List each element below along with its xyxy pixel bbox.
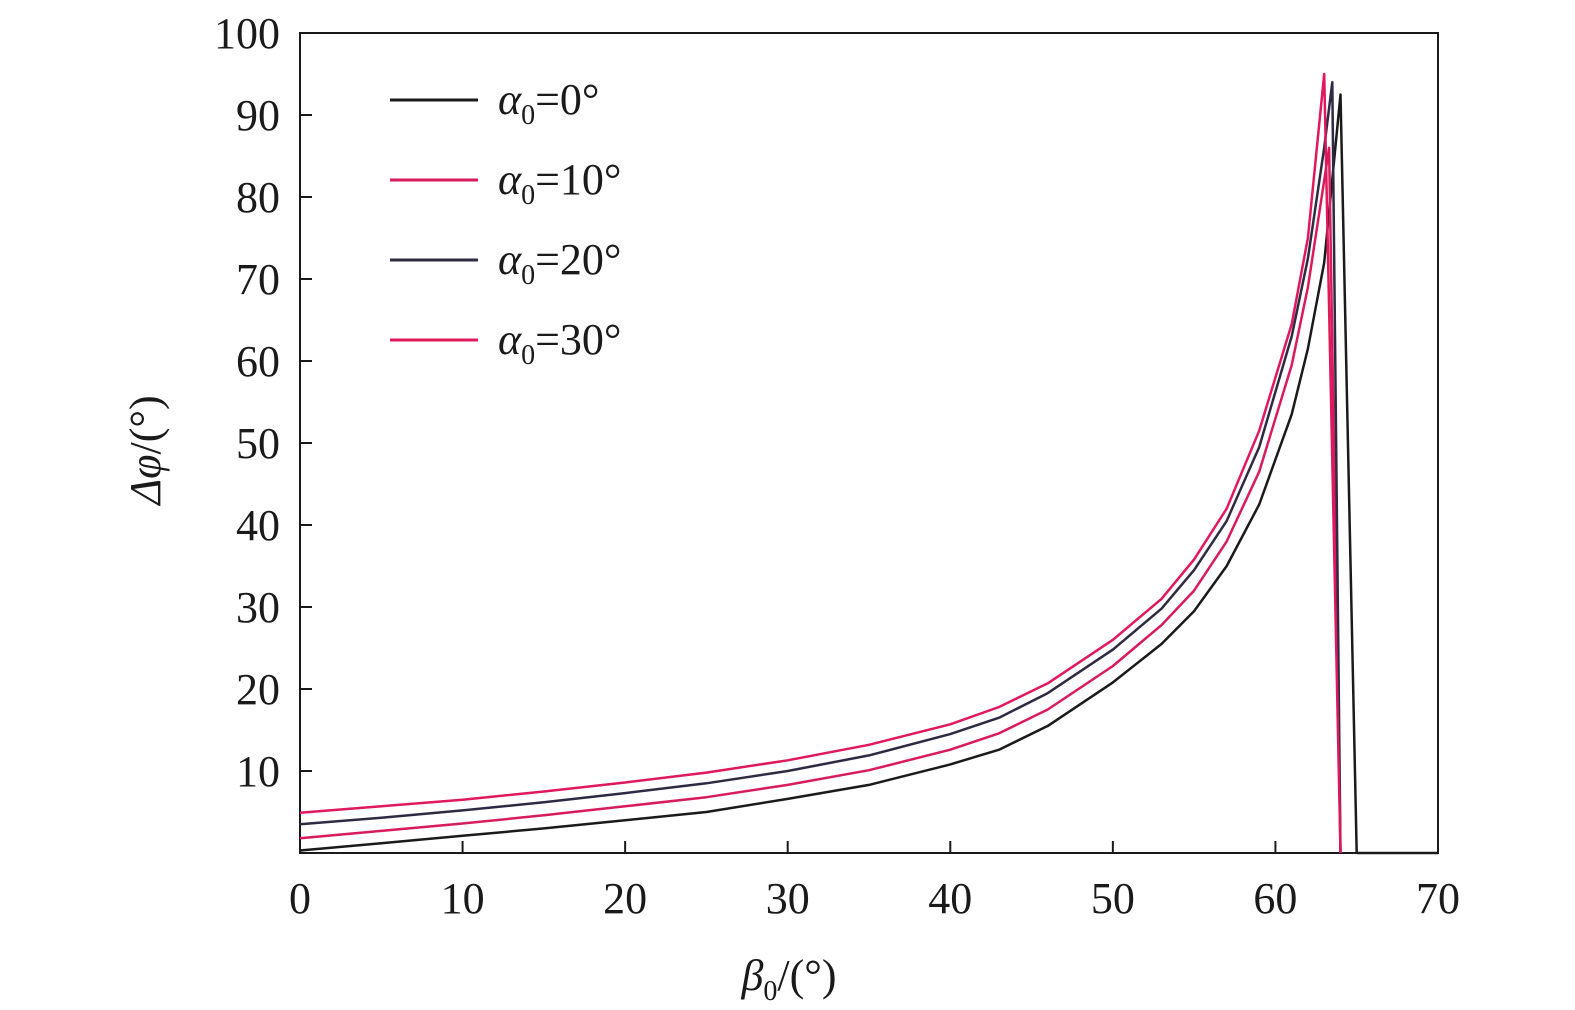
x-tick-label: 70: [1416, 874, 1460, 923]
x-tick-label: 50: [1091, 874, 1135, 923]
y-tick-label: 20: [236, 665, 280, 714]
x-tick-label: 0: [289, 874, 311, 923]
x-tick-label: 10: [441, 874, 485, 923]
y-tick-label: 30: [236, 583, 280, 632]
x-axis-title: β0/(°): [740, 951, 836, 1007]
legend: α0=0° α0=10° α0=20° α0=30°: [390, 75, 622, 371]
series-line-0: [299, 93, 1358, 854]
y-tick-label: 90: [236, 91, 280, 140]
y-tick-label: 40: [236, 501, 280, 550]
x-axis: 0 10 20 30 40 50 60 70: [289, 841, 1460, 923]
legend-label: α0=30°: [498, 315, 622, 371]
series-line-2: [299, 80, 1342, 854]
y-tick-label: 60: [236, 337, 280, 386]
legend-item: α0=0°: [390, 75, 600, 131]
legend-label: α0=0°: [498, 75, 600, 131]
y-tick-label: 80: [236, 173, 280, 222]
x-tick-label: 20: [603, 874, 647, 923]
y-tick-label: 70: [236, 255, 280, 304]
series-line-1: [299, 146, 1342, 854]
x-tick-label: 60: [1253, 874, 1297, 923]
y-tick-label: 100: [214, 9, 280, 58]
series-layer: [299, 72, 1438, 855]
y-axis-title: Δφ/(°): [121, 395, 170, 506]
legend-label: α0=20°: [498, 235, 622, 291]
series-line-3: [299, 72, 1342, 854]
x-tick-label: 30: [766, 874, 810, 923]
legend-item: α0=20°: [390, 235, 622, 291]
x-tick-label: 40: [928, 874, 972, 923]
legend-item: α0=10°: [390, 155, 622, 211]
y-tick-label: 50: [236, 419, 280, 468]
y-tick-label: 10: [236, 747, 280, 796]
legend-label: α0=10°: [498, 155, 622, 211]
y-axis: 10 20 30 40 50 60 70 80 90 100: [214, 9, 312, 796]
legend-item: α0=30°: [390, 315, 622, 371]
